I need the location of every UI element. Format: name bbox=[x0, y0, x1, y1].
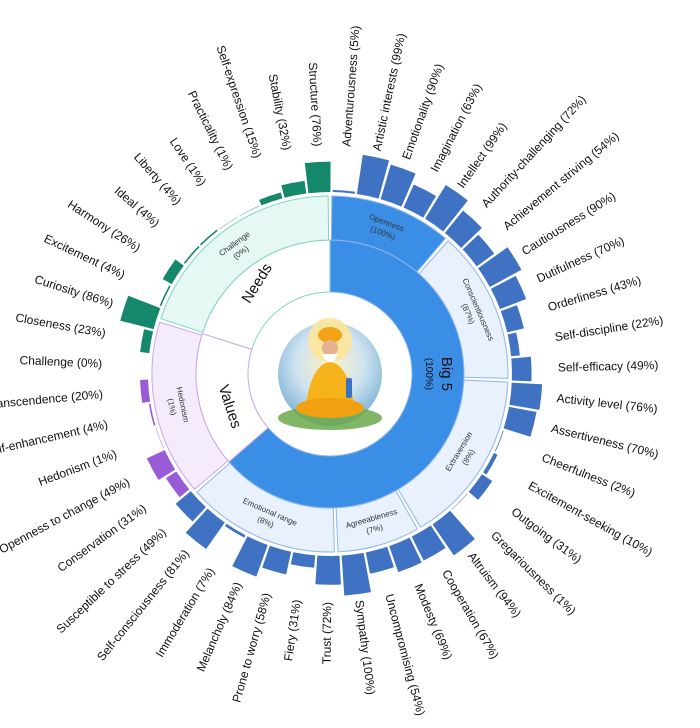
facet-label-trust: Trust (72%) bbox=[320, 602, 335, 664]
facet-label-self-efficacy: Self-efficacy (49%) bbox=[558, 358, 659, 374]
facet-label-love: Love (1%) bbox=[167, 135, 209, 188]
facet-bar-self-transcendence bbox=[140, 379, 151, 403]
center-portrait bbox=[278, 318, 382, 430]
facet-label-sympathy: Sympathy (100%) bbox=[352, 599, 378, 695]
facet-bar-assertiveness bbox=[503, 406, 537, 437]
facet-bar-curiosity bbox=[120, 295, 161, 330]
dimension-arc-conscientiousness bbox=[418, 240, 509, 379]
dimension-arc-openness bbox=[330, 195, 447, 273]
facet-bar-cooperation bbox=[411, 525, 446, 561]
facet-bar-uncompromising bbox=[365, 546, 394, 574]
facet-label-adventurousness: Adventurousness (5%) bbox=[339, 25, 362, 147]
facet-bar-outgoing bbox=[468, 474, 493, 500]
facet-bar-excitement-seeking bbox=[483, 453, 498, 475]
facet-bar-fiery bbox=[290, 552, 316, 568]
facet-label-structure: Structure (76%) bbox=[306, 62, 325, 147]
facet-label-self-discipline: Self-discipline (22%) bbox=[554, 313, 664, 344]
facet-bar-adventurousness bbox=[332, 190, 356, 194]
facet-bar-self-expression bbox=[259, 192, 283, 206]
facet-bar-susceptible-to-stress bbox=[175, 491, 206, 522]
facet-bar-hedonism bbox=[155, 427, 164, 449]
facet-bar-gregariousness bbox=[451, 493, 468, 510]
facet-label-prone-to-worry: Prone to worry (58%) bbox=[229, 591, 273, 704]
facet-label-authority-challenging: Authority-challenging (72%) bbox=[479, 92, 589, 210]
dimension-arc-hedonism bbox=[151, 321, 229, 491]
facet-bar-sympathy bbox=[341, 552, 371, 596]
facet-bar-modesty bbox=[389, 537, 422, 573]
facet-bar-prone-to-worry bbox=[262, 545, 292, 575]
facet-bar-cheerfulness bbox=[494, 430, 504, 452]
facet-label-activity-level: Activity level (76%) bbox=[556, 391, 658, 416]
facet-label-susceptible-to-stress: Susceptible to stress (49%) bbox=[53, 525, 169, 636]
facet-bar-orderliness bbox=[500, 305, 524, 333]
facet-bar-structure bbox=[304, 161, 331, 194]
facet-label-achievement-striving: Achievement striving (54%) bbox=[500, 129, 621, 233]
facet-bar-liberty bbox=[199, 229, 218, 246]
facet-bar-authority-challenging bbox=[444, 210, 482, 248]
facet-label-closeness: Closeness (23%) bbox=[14, 310, 106, 340]
facet-bar-dutifulness bbox=[490, 275, 527, 310]
facet-label-assertiveness: Assertiveness (70%) bbox=[550, 421, 660, 461]
facet-label-openness-to-change: Openness to change (49%) bbox=[0, 475, 132, 556]
facet-bar-self-enhancement bbox=[148, 403, 156, 426]
facet-label-hedonism: Hedonism (1%) bbox=[36, 447, 118, 489]
facet-bar-melancholy bbox=[232, 536, 268, 577]
dimension-arc-agreeableness bbox=[335, 490, 419, 553]
facet-label-stability: Stability (32%) bbox=[266, 73, 294, 152]
facet-bar-achievement-striving bbox=[462, 234, 495, 267]
facet-bar-self-efficacy bbox=[511, 356, 532, 382]
facet-bar-excitement bbox=[159, 285, 171, 307]
facet-label-challenge: Challenge (0%) bbox=[19, 353, 102, 370]
facet-label-curiosity: Curiosity (86%) bbox=[33, 272, 115, 310]
facet-bar-cautiousness bbox=[478, 247, 522, 287]
dimension-arc-challenge bbox=[160, 195, 330, 333]
facet-label-uncompromising: Uncompromising (54%) bbox=[382, 592, 428, 717]
facet-label-ideal: Ideal (4%) bbox=[112, 184, 163, 230]
facet-bar-emotionality bbox=[380, 164, 416, 207]
facet-label-modesty: Modesty (69%) bbox=[411, 582, 455, 662]
facet-label-self-enhancement: Self-enhancement (4%) bbox=[0, 417, 109, 459]
facet-label-fiery: Fiery (31%) bbox=[281, 599, 304, 662]
facet-label-artistic-interests: Artistic interests (99%) bbox=[370, 32, 409, 152]
dimension-arc-extraversion bbox=[397, 379, 509, 528]
facet-bar-ideal bbox=[183, 246, 200, 264]
facet-bar-trust bbox=[315, 555, 341, 585]
facet-bar-love bbox=[219, 216, 238, 230]
facet-bar-altruism bbox=[432, 510, 475, 556]
group-label-big-5: Big 5(100%) bbox=[423, 357, 455, 391]
dimension-arc-emotional-range bbox=[196, 462, 335, 553]
facet-bar-imagination bbox=[403, 184, 437, 218]
facet-bar-activity-level bbox=[509, 382, 543, 410]
facet-bar-artistic-interests bbox=[356, 154, 390, 199]
facet-bar-self-consciousness bbox=[185, 508, 225, 549]
facet-bar-stability bbox=[281, 180, 307, 198]
facet-bar-intellect bbox=[425, 185, 468, 232]
facet-label-self-consciousness: Self-consciousness (81%) bbox=[94, 547, 192, 664]
facet-bar-immoderation bbox=[225, 523, 246, 538]
facet-bar-closeness bbox=[140, 329, 154, 354]
facet-bar-conservation bbox=[165, 471, 190, 498]
facet-label-self-transcendence: Self-transcendence (20%) bbox=[0, 387, 104, 414]
facet-bar-harmony bbox=[162, 259, 184, 285]
facet-bar-practicality bbox=[239, 205, 260, 217]
facet-bar-openness-to-change bbox=[146, 450, 176, 480]
facet-label-orderliness: Orderliness (43%) bbox=[546, 273, 643, 314]
facet-bar-self-discipline bbox=[507, 332, 520, 357]
